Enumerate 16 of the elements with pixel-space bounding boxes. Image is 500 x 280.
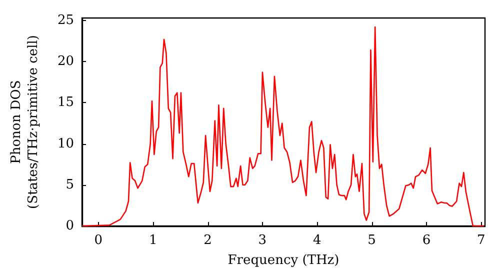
x-axis-title: Frequency (THz) — [228, 252, 340, 268]
y-tick-label: 10 — [57, 136, 74, 152]
y-tick-label: 15 — [57, 95, 74, 110]
x-tick-label: 7 — [477, 233, 486, 248]
x-tick-label: 6 — [422, 233, 431, 248]
y-tick-label: 5 — [66, 177, 74, 192]
x-tick-label: 4 — [312, 233, 322, 248]
y-tick-label: 20 — [57, 54, 74, 70]
y-tick-label: 0 — [66, 218, 74, 234]
x-tick-label: 2 — [204, 233, 212, 248]
y-tick-label: 25 — [57, 12, 74, 28]
x-tick-label: 5 — [368, 233, 376, 248]
x-tick-label: 1 — [148, 233, 158, 248]
x-tick-label: 0 — [94, 233, 103, 248]
x-tick-label: 3 — [258, 233, 267, 248]
y-axis-title: Phonon DOS (States/THz·primitive cell) — [9, 34, 41, 210]
